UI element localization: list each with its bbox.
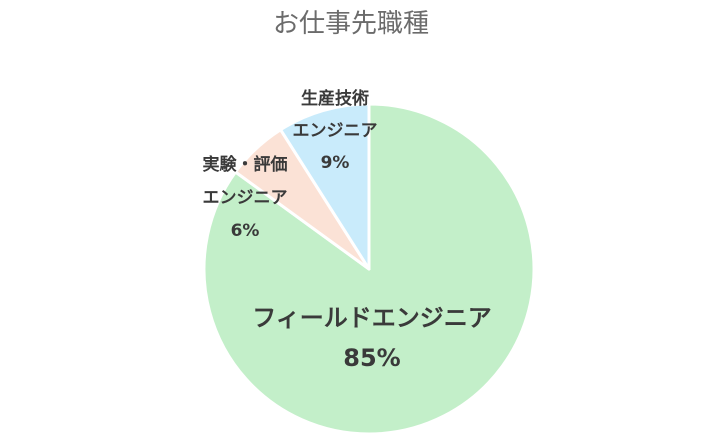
slice-value-label-2: 9% (321, 153, 350, 173)
pie-slices (202, 102, 536, 436)
slice-category-label-1: エンジニア (203, 188, 288, 208)
slice-value-label-1: 6% (231, 221, 260, 241)
slice-category-label-1: 実験・評価 (203, 154, 288, 175)
pie-slice-2 (279, 102, 371, 271)
slice-category-label-0: フィールドエンジニア (252, 304, 492, 332)
chart-title: お仕事先職種 (273, 9, 429, 39)
slice-category-label-2: 生産技術 (301, 88, 369, 109)
slice-value-label-0: 85% (343, 344, 400, 372)
slice-category-label-2: エンジニア (293, 121, 378, 141)
